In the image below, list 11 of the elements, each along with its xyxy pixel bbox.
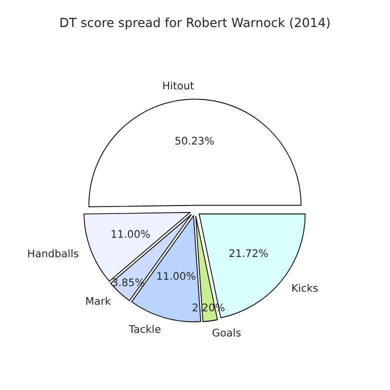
data-label: 11.00%: [112, 230, 150, 238]
slice-label: Tackle: [128, 324, 160, 333]
slice-label: Goals: [212, 328, 241, 337]
data-label: 21.72%: [229, 249, 268, 258]
slice-label: Mark: [86, 296, 111, 305]
data-label: 50.23%: [175, 136, 214, 145]
chart-title: DT score spread for Robert Warnock (2014): [60, 18, 330, 30]
slice-label: Handballs: [28, 249, 78, 258]
slice-label: Kicks: [292, 284, 318, 292]
slice-label: Hitout: [163, 81, 194, 90]
data-label: 11.00%: [157, 272, 196, 280]
